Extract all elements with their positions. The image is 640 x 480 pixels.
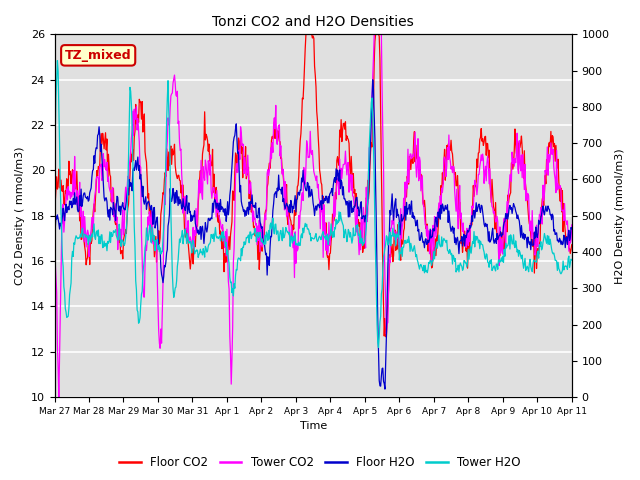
Legend: Floor CO2, Tower CO2, Floor H2O, Tower H2O: Floor CO2, Tower CO2, Floor H2O, Tower H… [115, 452, 525, 474]
Y-axis label: CO2 Density ( mmol/m3): CO2 Density ( mmol/m3) [15, 146, 25, 285]
Text: TZ_mixed: TZ_mixed [65, 49, 131, 62]
X-axis label: Time: Time [300, 421, 327, 432]
Line: Floor H2O: Floor H2O [54, 80, 572, 389]
Line: Tower CO2: Tower CO2 [54, 35, 572, 397]
Y-axis label: H2O Density (mmol/m3): H2O Density (mmol/m3) [615, 148, 625, 284]
Title: Tonzi CO2 and H2O Densities: Tonzi CO2 and H2O Densities [212, 15, 414, 29]
Line: Tower H2O: Tower H2O [54, 60, 572, 348]
Line: Floor CO2: Floor CO2 [54, 35, 572, 337]
